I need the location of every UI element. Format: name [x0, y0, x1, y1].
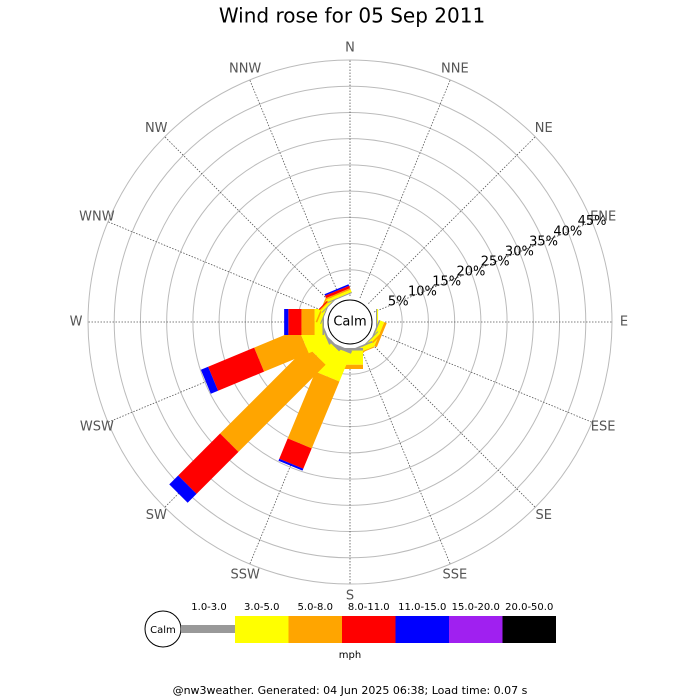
bar-segment — [325, 285, 351, 299]
bar-segment — [324, 284, 350, 296]
direction-label: NE — [535, 121, 553, 136]
bar-segment — [254, 329, 309, 372]
bar-segment — [200, 366, 219, 394]
r-tick-label: 10% — [408, 284, 437, 299]
chart-title: Wind rose for 05 Sep 2011 — [219, 4, 485, 28]
direction-label: S — [346, 589, 354, 604]
direction-label: SSE — [442, 568, 467, 583]
direction-label: SE — [536, 508, 552, 523]
direction-label: NNW — [229, 61, 261, 76]
legend-label: 20.0-50.0 — [505, 602, 553, 613]
spoke — [107, 221, 327, 313]
direction-label: W — [70, 315, 83, 330]
bar-segment — [284, 309, 289, 335]
spoke — [249, 79, 341, 299]
direction-label: WSW — [80, 419, 114, 434]
direction-label: NNE — [441, 61, 469, 76]
spoke — [359, 79, 451, 299]
spoke — [373, 331, 593, 423]
bar-segment — [279, 438, 312, 469]
direction-label: SSW — [230, 568, 260, 583]
r-tick-label: 5% — [388, 295, 409, 310]
grid-ring — [192, 164, 508, 480]
legend-swatch — [181, 625, 235, 633]
spoke — [164, 136, 332, 304]
legend-swatch — [288, 616, 342, 643]
grid-ring — [218, 190, 482, 454]
direction-label: NW — [145, 121, 168, 136]
spoke — [368, 340, 536, 508]
spoke — [359, 345, 451, 565]
bar-segment — [326, 289, 352, 302]
r-tick-label: 45% — [578, 214, 607, 229]
legend-label: 8.0-11.0 — [348, 602, 390, 613]
bar-segment — [278, 458, 304, 471]
bar-segment — [288, 309, 302, 335]
r-tick-label: 35% — [529, 234, 558, 249]
legend-label: 15.0-20.0 — [452, 602, 500, 613]
calm-label: Calm — [333, 315, 366, 330]
legend-label: 5.0-8.0 — [298, 602, 333, 613]
grid-ring — [113, 85, 587, 559]
grid-ring — [87, 59, 613, 585]
r-tick-label: 20% — [456, 264, 485, 279]
bar-segment — [220, 346, 326, 452]
direction-label: N — [345, 41, 355, 56]
legend-swatch — [395, 616, 449, 643]
legend-calm-label: Calm — [150, 625, 176, 636]
legend-label: 11.0-15.0 — [398, 602, 446, 613]
footer: @nw3weather. Generated: 04 Jun 2025 06:3… — [173, 684, 528, 697]
direction-label: WNW — [79, 210, 115, 225]
r-tick-label: 30% — [505, 244, 534, 259]
direction-label: SW — [146, 508, 167, 523]
spoke — [368, 136, 536, 304]
r-tick-label: 25% — [481, 254, 510, 269]
unit-label: mph — [339, 650, 361, 661]
direction-label: ENE — [590, 210, 616, 225]
bar-segment — [208, 347, 265, 391]
direction-label: E — [620, 315, 628, 330]
bar-segment — [301, 309, 315, 335]
legend-label: 1.0-3.0 — [191, 602, 226, 613]
bar-segment — [169, 475, 197, 503]
legend-swatch — [342, 616, 396, 643]
calm-circle — [327, 299, 373, 345]
legend-swatch — [502, 616, 556, 643]
direction-label: ESE — [591, 419, 616, 434]
spoke — [373, 221, 593, 313]
r-tick-label: 40% — [553, 224, 582, 239]
bar-segment — [178, 433, 239, 494]
legend-swatch — [235, 616, 289, 643]
bar-segment — [326, 288, 351, 300]
r-tick-label: 15% — [432, 274, 461, 289]
legend-label: 3.0-5.0 — [244, 602, 279, 613]
legend-swatch — [449, 616, 503, 643]
bar-segment — [327, 292, 353, 303]
bar-segment — [287, 371, 340, 449]
